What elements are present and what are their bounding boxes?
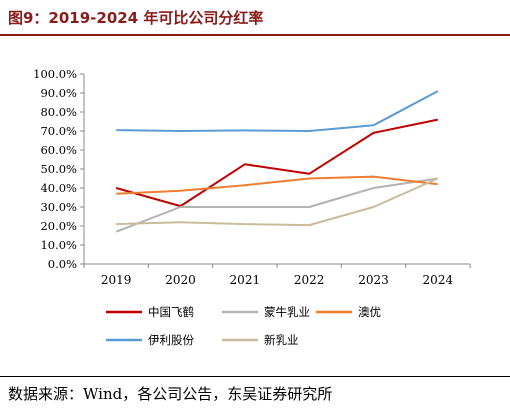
x-tick-label: 2022 xyxy=(294,273,325,287)
y-tick-label: 20.0% xyxy=(40,219,77,233)
y-tick-label: 40.0% xyxy=(40,181,77,195)
y-tick-label: 100.0% xyxy=(33,67,77,81)
y-tick-label: 80.0% xyxy=(40,105,77,119)
source-note: 数据来源：Wind，各公司公告，东吴证券研究所 xyxy=(8,385,333,403)
legend-label: 澳优 xyxy=(358,305,381,319)
title-divider xyxy=(0,34,510,36)
legend-label: 中国飞鹤 xyxy=(148,305,194,319)
x-axis: 2019 2020 2021 2022 2023 2024 xyxy=(83,263,471,287)
legend-label: 新乳业 xyxy=(264,333,299,347)
x-tick-label: 2024 xyxy=(423,273,454,287)
source-divider xyxy=(0,376,510,377)
x-tick-label: 2020 xyxy=(165,273,196,287)
y-axis: 0.0% 10.0% 20.0% 30.0% 40.0% 50.0% 60.0% 70.0% 8… xyxy=(33,67,85,271)
x-tick-label: 2019 xyxy=(101,273,132,287)
y-tick-label: 70.0% xyxy=(40,124,77,138)
series-line-1 xyxy=(115,177,438,233)
legend-label: 蒙牛乳业 xyxy=(264,305,310,319)
y-tick-label: 10.0% xyxy=(40,238,77,252)
series-line-3 xyxy=(116,90,439,132)
x-tick-label: 2021 xyxy=(230,273,261,287)
y-tick-label: 50.0% xyxy=(40,162,77,176)
line-chart: 0.0% 10.0% 20.0% 30.0% 40.0% 50.0% 60.0% 70.0% 8… xyxy=(33,67,471,347)
series-layer xyxy=(115,90,439,233)
page-title: 图9：2019-2024 年可比公司分红率 xyxy=(8,9,264,27)
series-line-0 xyxy=(115,118,439,208)
legend-label: 伊利股份 xyxy=(148,333,194,347)
series-line-4 xyxy=(116,177,439,227)
y-tick-label: 30.0% xyxy=(40,200,77,214)
series-line-2 xyxy=(116,175,438,195)
y-tick-label: 60.0% xyxy=(40,143,77,157)
y-tick-label: 90.0% xyxy=(40,86,77,100)
y-tick-label: 0.0% xyxy=(48,257,77,271)
x-tick-label: 2023 xyxy=(358,273,389,287)
